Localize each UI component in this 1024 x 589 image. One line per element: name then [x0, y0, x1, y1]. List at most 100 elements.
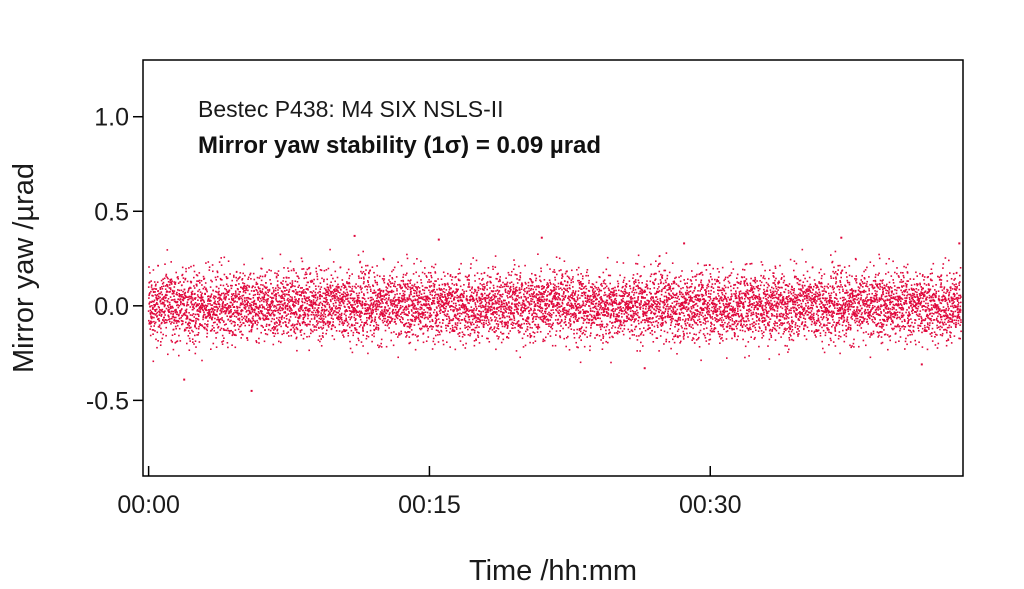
data-point [152, 360, 155, 363]
data-point [495, 290, 497, 292]
data-point [372, 306, 374, 308]
data-point [494, 255, 497, 257]
data-point [521, 306, 523, 308]
data-point [486, 282, 488, 284]
data-point [529, 284, 532, 287]
data-point [314, 314, 316, 316]
data-point [279, 306, 281, 308]
data-point [200, 296, 203, 299]
data-point [426, 287, 428, 289]
data-point [165, 321, 168, 324]
data-point [172, 310, 175, 313]
data-point [247, 276, 250, 279]
data-point [186, 315, 189, 317]
data-point [510, 313, 512, 315]
data-point [504, 316, 506, 319]
data-point [345, 314, 347, 317]
data-point [506, 336, 508, 338]
data-point [305, 292, 307, 294]
data-point [579, 297, 581, 299]
data-point [225, 323, 227, 325]
data-point [391, 282, 394, 284]
data-point [168, 291, 170, 293]
data-point [329, 295, 331, 297]
data-point [224, 298, 227, 301]
data-point [454, 296, 456, 298]
data-point [479, 282, 482, 285]
data-point [590, 310, 592, 312]
data-point [549, 292, 551, 295]
data-point [239, 295, 241, 298]
data-point [164, 321, 167, 324]
data-point [575, 316, 577, 318]
data-point [476, 291, 479, 294]
data-point [246, 302, 248, 305]
data-point [395, 304, 398, 307]
data-point [243, 315, 246, 318]
data-point [516, 274, 518, 276]
data-point [175, 341, 178, 343]
data-point [537, 323, 540, 326]
data-point [347, 293, 349, 296]
data-point [442, 343, 445, 346]
data-point [593, 295, 595, 298]
data-point [339, 306, 341, 309]
data-point [589, 296, 591, 298]
data-point [172, 348, 175, 351]
data-point [444, 283, 447, 286]
data-point [543, 317, 546, 320]
data-point [290, 269, 293, 272]
data-point [572, 313, 575, 315]
data-point [428, 316, 431, 318]
data-point [441, 289, 443, 291]
data-point [269, 279, 271, 281]
data-point [269, 329, 272, 332]
data-point [561, 273, 564, 275]
data-point [403, 325, 406, 327]
data-point [479, 288, 482, 290]
data-point [331, 284, 334, 287]
data-point [570, 303, 573, 305]
data-point [384, 329, 387, 332]
data-point [350, 304, 352, 306]
data-point [394, 280, 396, 283]
data-point [574, 293, 576, 295]
data-point [542, 338, 545, 341]
data-point [415, 271, 417, 274]
data-point [488, 302, 490, 304]
data-point [560, 325, 562, 327]
data-point [389, 312, 391, 314]
data-point [272, 291, 275, 293]
data-point [565, 312, 568, 314]
data-point [165, 296, 167, 299]
data-point [285, 293, 288, 296]
data-point [331, 335, 334, 337]
data-point [436, 296, 439, 299]
data-point [181, 284, 183, 286]
data-point [431, 303, 433, 305]
data-point [571, 306, 574, 309]
data-point [376, 304, 379, 306]
data-point [576, 318, 579, 321]
data-point [175, 327, 177, 330]
data-point [367, 281, 369, 284]
data-point [448, 292, 450, 294]
data-point [555, 309, 557, 311]
data-point [398, 299, 400, 301]
data-point [419, 308, 421, 311]
data-point [281, 290, 283, 293]
data-point [237, 278, 239, 280]
data-point [411, 287, 414, 290]
data-point [500, 308, 502, 310]
data-point [315, 329, 318, 331]
data-point [262, 292, 265, 295]
data-point [384, 298, 386, 301]
data-point [343, 336, 345, 338]
data-point [531, 321, 534, 323]
data-point [393, 283, 396, 285]
data-point [387, 298, 390, 301]
data-point [570, 279, 573, 281]
data-point [484, 299, 486, 301]
data-point [521, 327, 523, 329]
data-point [545, 299, 548, 302]
